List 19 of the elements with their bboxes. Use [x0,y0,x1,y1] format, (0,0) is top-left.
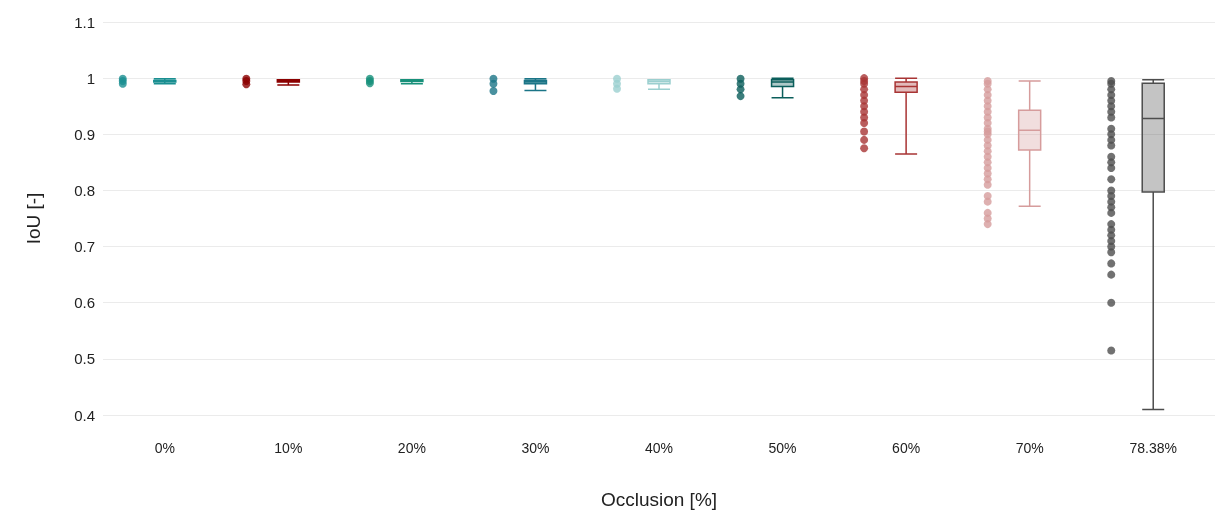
x-axis-title: Occlusion [%] [600,489,718,510]
x-tick-label: 40% [644,440,674,456]
x-tick-label: 0% [154,440,175,456]
y-tick-label: 1 [86,69,95,87]
x-tick-label: 20% [397,440,426,456]
y-tick-label: 0.5 [74,350,95,368]
y-tick-label: 0.4 [74,406,95,424]
x-tick-label: 78.38% [1129,440,1177,456]
y-tick-label: 1.1 [74,13,95,31]
y-tick-label: 0.6 [74,294,95,312]
x-tick-label: 50% [768,440,797,456]
y-axis-title: IoU [-] [23,192,44,245]
y-tick-label: 0.9 [74,125,95,143]
x-tick-label: 70% [1015,440,1044,456]
x-tick-label: 10% [274,440,303,456]
x-tick-label: 60% [892,440,921,456]
y-tick-label: 0.7 [74,238,95,256]
x-tick-label: 30% [521,440,550,456]
y-tick-label: 0.8 [74,181,95,199]
